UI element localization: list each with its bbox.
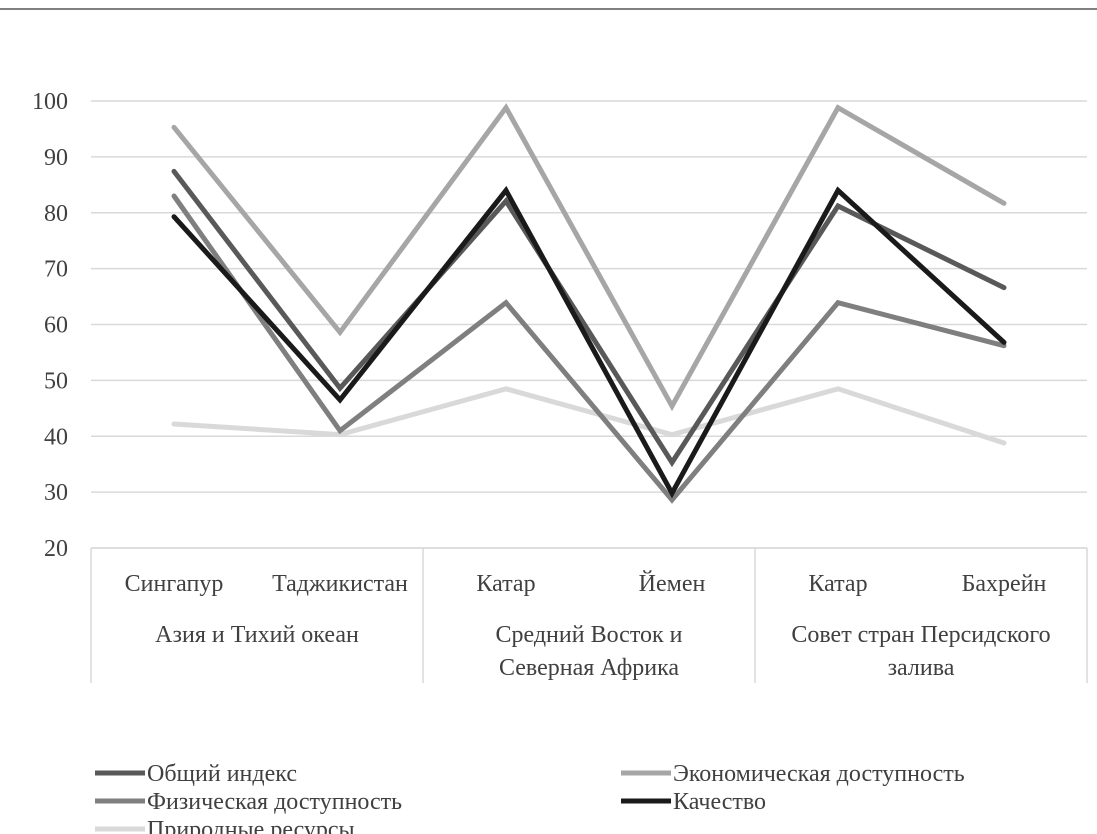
y-tick-label: 40: [44, 424, 68, 450]
y-tick-label: 90: [44, 145, 68, 171]
y-tick-label: 70: [44, 257, 68, 283]
y-tick-label: 30: [44, 480, 68, 506]
series-line: [171, 185, 1007, 499]
legend-label: Природные ресурсы: [147, 817, 355, 834]
legend-label: Качество: [673, 789, 766, 815]
category-label: Таджикистан: [272, 571, 408, 597]
gridlines: [91, 100, 1087, 549]
series-line: [171, 168, 1007, 468]
group-label: Азия и Тихий океан: [155, 622, 359, 648]
y-axis-ticks: 20 30 40 50 60 70 80 90 100: [32, 89, 68, 562]
y-tick-label: 100: [32, 89, 68, 115]
legend: Общий индекс Экономическая доступность Физ…: [95, 761, 965, 834]
category-label: Бахрейн: [962, 571, 1047, 597]
series-line: [171, 193, 1007, 504]
category-label: Катар: [476, 571, 535, 597]
y-tick-label: 60: [44, 313, 68, 339]
series-lines: [171, 103, 1007, 504]
legend-label: Общий индекс: [147, 761, 297, 787]
series-line: [171, 386, 1007, 446]
y-tick-label: 80: [44, 201, 68, 227]
category-label: Йемен: [639, 571, 706, 597]
category-labels: Сингапур Таджикистан Катар Йемен Катар Бахрей…: [125, 571, 1047, 597]
group-label: Средний Восток и: [495, 622, 682, 648]
legend-label: Экономическая доступность: [673, 761, 965, 787]
y-tick-label: 50: [44, 368, 68, 394]
category-label: Сингапур: [125, 571, 224, 597]
group-label: залива: [888, 655, 955, 681]
category-label: Катар: [808, 571, 867, 597]
group-label: Северная Африка: [499, 655, 679, 681]
group-labels: Азия и Тихий океан Средний Восток и Северн…: [155, 622, 1050, 681]
y-tick-label: 20: [44, 536, 68, 562]
series-line: [171, 103, 1007, 412]
x-axis: [90, 547, 1088, 683]
group-label: Совет стран Персидского: [791, 622, 1050, 648]
legend-label: Физическая доступность: [147, 789, 402, 815]
